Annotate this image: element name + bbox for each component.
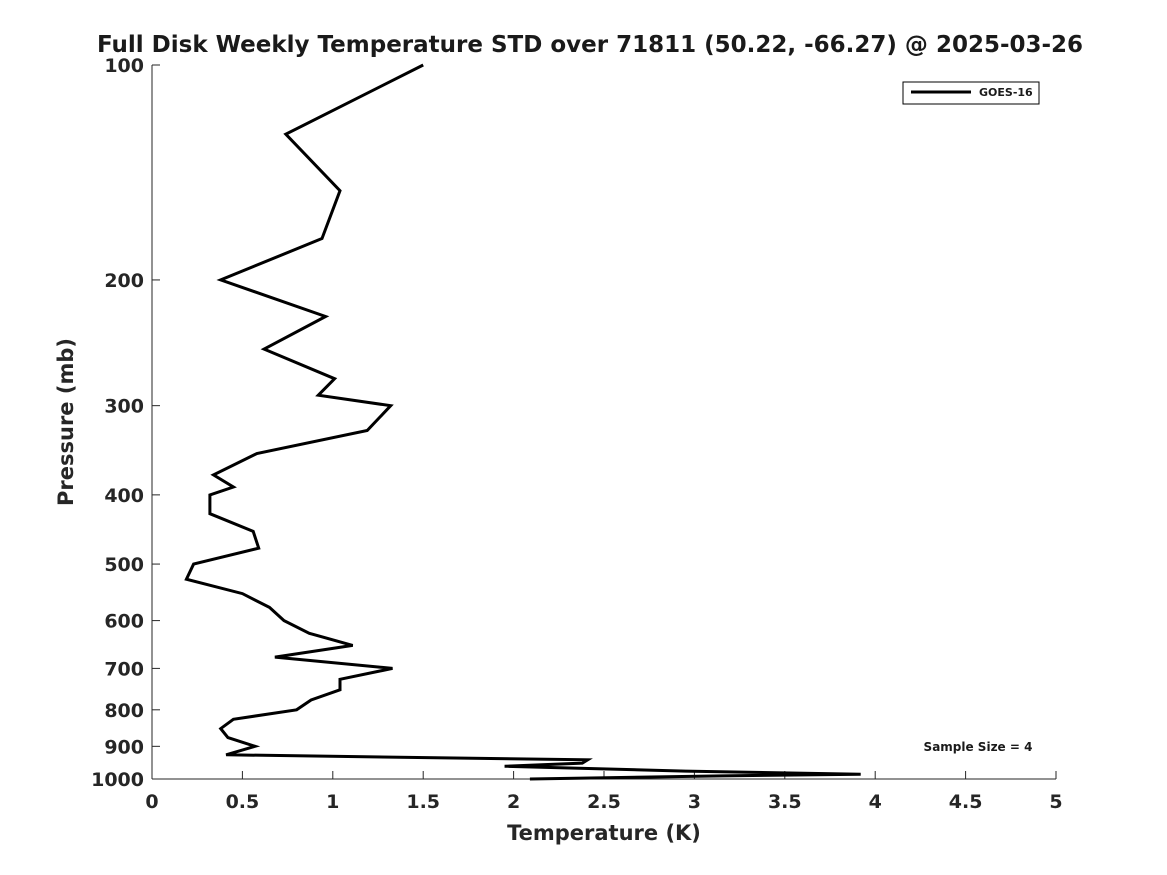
x-tick-label: 0 (145, 791, 158, 813)
y-tick-label: 500 (104, 554, 144, 576)
y-tick-label: 600 (104, 611, 144, 633)
plot-axes (151, 65, 1056, 780)
x-tick-label: 1.5 (406, 791, 440, 813)
legend: GOES-16 (902, 81, 1040, 105)
x-axis-label: Temperature (K) (507, 821, 701, 845)
y-tick-label: 800 (104, 700, 144, 722)
x-axis-ticks: 0 0.5 1 1.5 2 2.5 3 3.5 4 4.5 5 (145, 771, 1063, 813)
x-tick-label: 2 (507, 791, 520, 813)
y-axis-ticks: 100 200 300 400 500 600 700 800 900 1000 (91, 55, 160, 791)
sample-size-annotation: Sample Size = 4 (924, 740, 1033, 754)
x-tick-label: 4.5 (949, 791, 983, 813)
y-tick-label: 700 (104, 658, 144, 680)
y-tick-label: 300 (104, 396, 144, 418)
x-tick-label: 5 (1049, 791, 1062, 813)
y-tick-label: 400 (104, 485, 144, 507)
y-axis-label: Pressure (mb) (54, 338, 78, 506)
x-tick-label: 3 (688, 791, 701, 813)
y-tick-label: 900 (104, 736, 144, 758)
x-tick-label: 4 (869, 791, 882, 813)
x-tick-label: 3.5 (768, 791, 802, 813)
series-line-goes16 (184, 63, 861, 781)
legend-label-goes16: GOES-16 (979, 86, 1033, 99)
x-tick-label: 1 (326, 791, 339, 813)
y-tick-label: 200 (104, 270, 144, 292)
y-tick-label: 100 (104, 55, 144, 77)
chart-title: Full Disk Weekly Temperature STD over 71… (97, 32, 1083, 58)
y-tick-label: 1000 (91, 769, 144, 791)
x-tick-label: 0.5 (226, 791, 260, 813)
x-tick-label: 2.5 (587, 791, 621, 813)
series-layer (184, 63, 861, 781)
